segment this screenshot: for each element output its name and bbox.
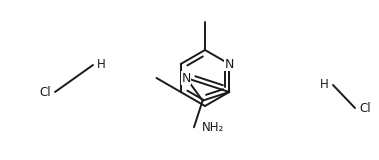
- Text: N: N: [225, 57, 234, 71]
- Text: H: H: [320, 79, 329, 92]
- Text: Cl: Cl: [359, 101, 371, 115]
- Text: NH₂: NH₂: [202, 121, 224, 134]
- Text: Cl: Cl: [39, 85, 51, 99]
- Text: N: N: [182, 72, 191, 84]
- Text: H: H: [97, 59, 106, 72]
